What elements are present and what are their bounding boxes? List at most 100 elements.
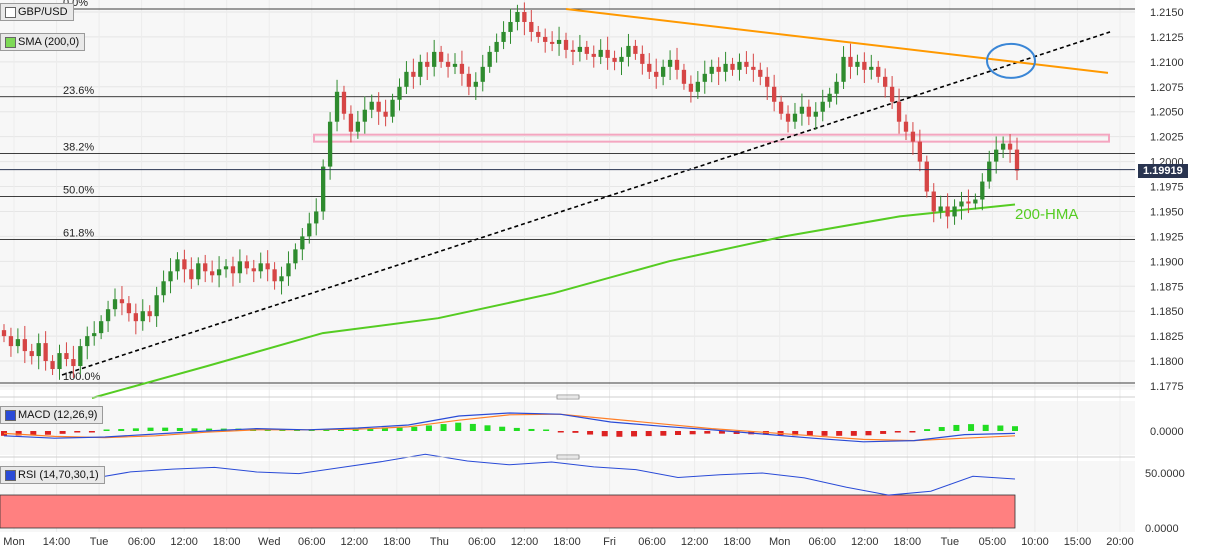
macd-line [3, 412, 1016, 443]
candle-body [806, 106, 812, 117]
candle-body [681, 69, 687, 84]
candle-body [938, 206, 943, 212]
price-tick-label: 1.1775 [1150, 381, 1184, 393]
rsi-tag[interactable]: RSI (14,70,30,1) [0, 466, 105, 484]
candle-body [119, 299, 125, 304]
rsi-label: RSI (14,70,30,1) [18, 469, 99, 481]
candle-body [133, 313, 138, 322]
candle-body [64, 353, 69, 360]
candle-body [397, 86, 402, 100]
candle-body [182, 259, 187, 270]
macd-histogram-bar [381, 427, 388, 431]
candle-body [147, 311, 152, 317]
candle-body [494, 41, 499, 52]
symbol-tag[interactable]: GBP/USD [0, 3, 74, 21]
fibonacci-level-label: 23.6% [63, 85, 94, 97]
candle-body [660, 66, 666, 77]
macd-histogram-bar [1012, 426, 1018, 431]
macd-histogram-bar [631, 431, 638, 437]
candle-body [78, 346, 83, 367]
macd-histogram-bar [806, 431, 813, 436]
candle-body [716, 66, 721, 72]
macd-histogram-bar [528, 428, 535, 431]
macd-histogram-bar [968, 424, 975, 431]
macd-histogram-bar [821, 431, 828, 436]
candle-body [1007, 143, 1013, 150]
macd-histogram-bar [557, 431, 564, 433]
macd-histogram-bar [88, 431, 95, 433]
time-tick-label: Thu [430, 536, 449, 548]
candle-body [189, 269, 194, 280]
candle-body [501, 31, 506, 42]
candle-body [362, 109, 367, 122]
candle-body [175, 259, 180, 272]
panel-resize-handle [556, 394, 580, 400]
candle-body [931, 191, 936, 212]
time-tick-label: 12:00 [170, 536, 198, 548]
macd-histogram-bar [909, 431, 916, 433]
price-tick-label: 1.1875 [1150, 281, 1184, 293]
macd-histogram-bar [44, 431, 51, 435]
candle-body [640, 53, 645, 64]
candle-body [355, 121, 361, 132]
candle-body [674, 59, 680, 70]
candle-body [827, 93, 832, 102]
candle-body [834, 81, 839, 94]
candle-body [994, 149, 999, 162]
macd-histogram-bar [338, 429, 344, 431]
candle-body [244, 261, 249, 269]
candle-body [549, 41, 555, 44]
macd-tick-label: 0.0000 [1150, 426, 1184, 438]
time-tick-label: 06:00 [128, 536, 156, 548]
rsi-tick-label: 0.0000 [1145, 523, 1179, 535]
candle-body [112, 299, 118, 310]
time-tick-label: 18:00 [723, 536, 751, 548]
macd-histogram-bar [616, 431, 623, 437]
candle-body [869, 66, 874, 70]
hma-200-line [91, 203, 1016, 399]
macd-histogram-bar [982, 424, 989, 431]
candle-body [695, 81, 700, 92]
macd-histogram-bar [865, 431, 872, 436]
fibonacci-levels: 0.0% 23.6% 38.2% 50.0% 61.8% 100.0% [0, 0, 1135, 384]
macd-label: MACD (12,26,9) [18, 409, 98, 421]
candle-body [154, 295, 159, 317]
macd-histogram-bar [675, 431, 681, 435]
sma-tag[interactable]: SMA (200,0) [0, 33, 86, 51]
candle-body [126, 303, 132, 314]
macd-histogram-bar [997, 425, 1004, 431]
macd-histogram-bar [689, 431, 696, 435]
candle-body [265, 263, 270, 270]
panel-dividers[interactable] [0, 394, 1135, 460]
candle-body [633, 45, 638, 54]
time-tick-label: Mon [769, 536, 790, 548]
price-tick-label: 1.2075 [1150, 82, 1184, 94]
macd-histogram-bar [206, 428, 213, 431]
time-tick-label: Tue [90, 536, 109, 548]
time-tick-label: 06:00 [298, 536, 326, 548]
candle-body [529, 21, 534, 32]
time-tick-label: Fri [603, 536, 616, 548]
candle-body [570, 49, 576, 52]
candle-body [445, 61, 451, 67]
time-tick-label: 18:00 [553, 536, 581, 548]
candle-body [425, 61, 430, 67]
candle-body [272, 269, 277, 282]
macd-histogram-bar [323, 429, 330, 431]
fibonacci-level-label: 100.0% [63, 371, 101, 383]
candle-body [369, 101, 374, 110]
candle-body [383, 111, 388, 117]
candle-body [438, 51, 444, 62]
candle-body [390, 99, 395, 117]
macd-tag[interactable]: MACD (12,26,9) [0, 406, 104, 424]
candle-body [917, 141, 923, 162]
time-tick-label: 12:00 [851, 536, 879, 548]
macd-histogram-bar [484, 425, 491, 431]
candle-body [22, 339, 27, 352]
rsi-oversold-zone [0, 494, 1016, 529]
candle-body [466, 73, 472, 87]
price-tick-label: 1.1900 [1150, 256, 1184, 268]
macd-histogram-bar [836, 431, 843, 436]
candle-body [543, 36, 548, 42]
price-tick-label: 1.2150 [1150, 7, 1184, 19]
